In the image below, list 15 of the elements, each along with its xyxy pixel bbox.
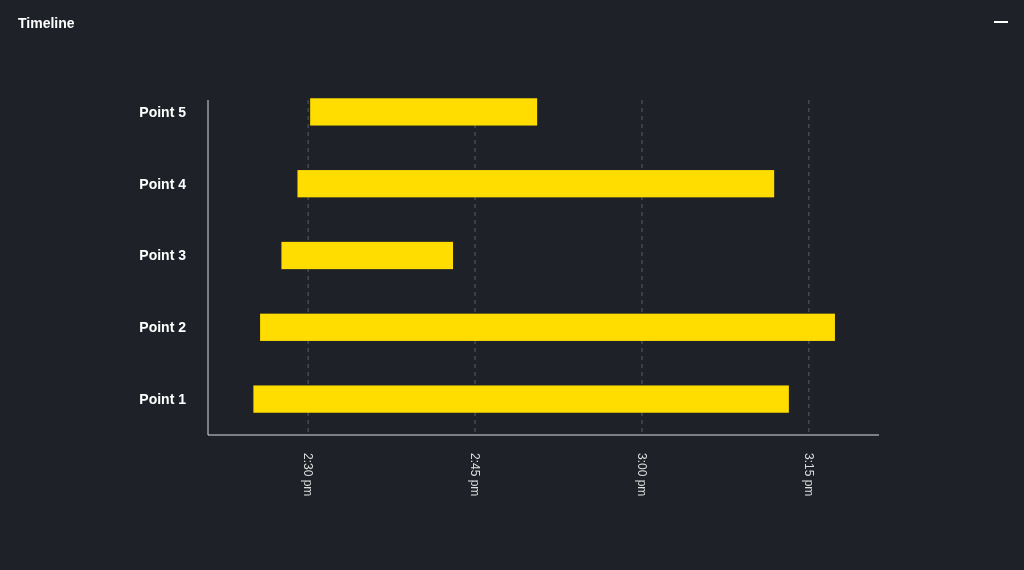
bar [253, 385, 789, 413]
y-tick-label: Point 5 [139, 103, 187, 120]
x-tick-label: 3:15 pm [801, 453, 816, 497]
bar [260, 313, 835, 341]
y-tick-label: Point 2 [139, 319, 187, 336]
y-tick-label: Point 4 [139, 175, 187, 192]
x-tick-label: 2:30 pm [300, 453, 315, 497]
text: Timeline [18, 15, 75, 31]
bar [297, 170, 775, 198]
y-tick-label: Point 3 [139, 247, 187, 264]
x-tick-label: 2:45 pm [467, 453, 482, 497]
y-tick-label: Point 1 [139, 391, 187, 407]
bar [310, 98, 538, 126]
x-tick-label: 3:00 pm [634, 453, 649, 497]
bar [281, 241, 454, 270]
